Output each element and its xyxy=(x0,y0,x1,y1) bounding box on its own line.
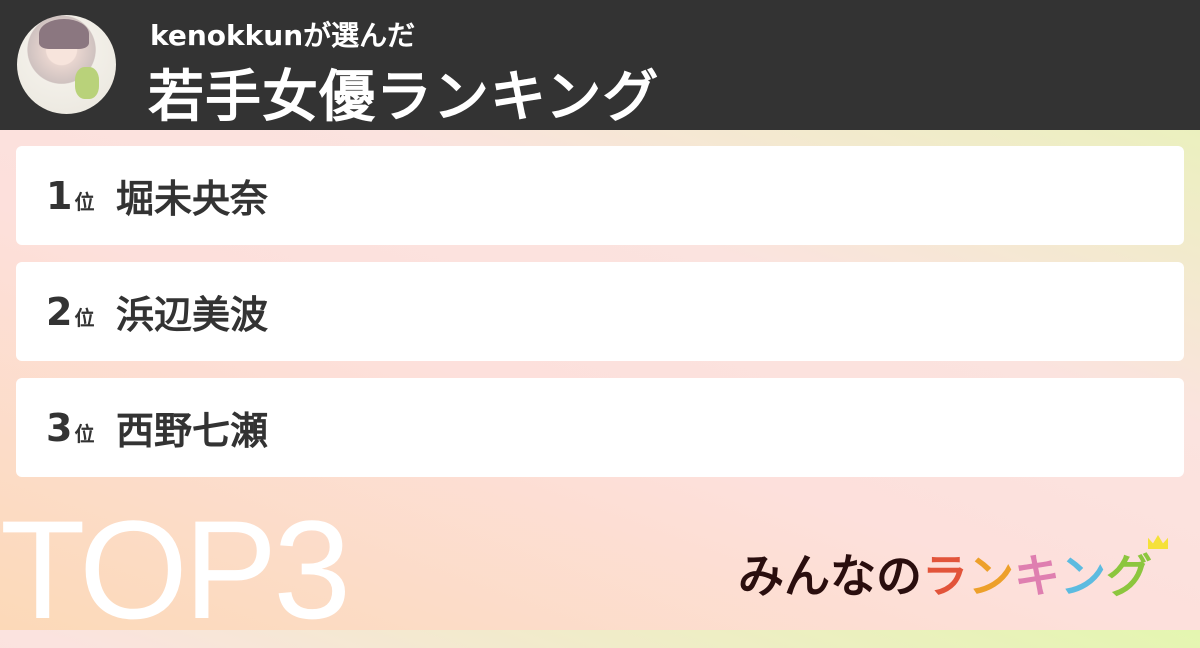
item-name: 浜辺美波 xyxy=(116,293,269,337)
author-subtitle: kenokkunが選んだ xyxy=(150,19,416,52)
crown-icon xyxy=(1148,535,1168,549)
top3-badge: TOP3 xyxy=(0,491,351,648)
header: kenokkunが選んだ 若手女優ランキング xyxy=(0,0,1200,130)
site-logo: みんなのランキング xyxy=(738,549,1152,603)
item-name: 堀未央奈 xyxy=(116,177,269,221)
avatar[interactable] xyxy=(17,15,116,114)
item-name: 西野七瀬 xyxy=(116,409,269,453)
page-title: 若手女優ランキング xyxy=(148,65,660,130)
